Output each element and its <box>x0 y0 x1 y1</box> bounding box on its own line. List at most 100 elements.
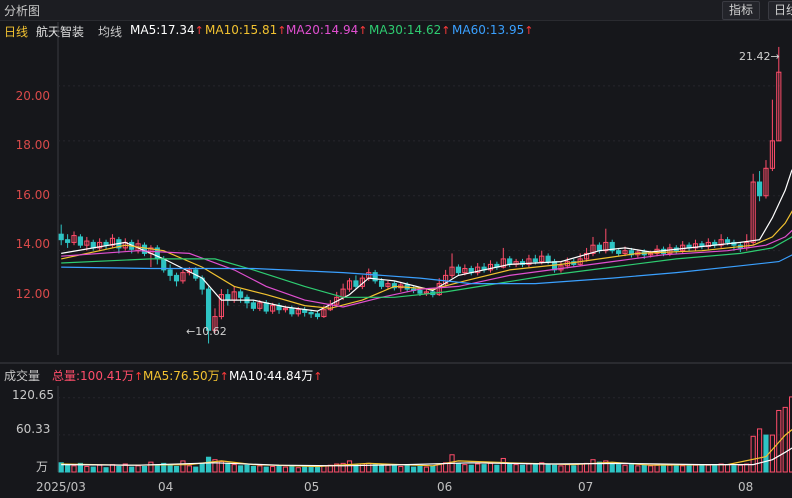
candle <box>71 231 77 246</box>
period-button[interactable]: 日线 <box>768 1 792 20</box>
volume-bar <box>539 462 545 473</box>
volume-bar <box>724 464 731 473</box>
candle <box>776 46 782 142</box>
volume-bar <box>167 464 173 473</box>
volume-bar <box>417 465 423 473</box>
volume-bar <box>584 462 590 473</box>
volume-bar <box>667 464 673 473</box>
candle <box>218 289 224 320</box>
volume-bar <box>564 464 570 473</box>
volume-bar <box>391 465 397 473</box>
candle-body <box>756 181 763 197</box>
candle <box>353 275 359 290</box>
candle-body <box>423 291 429 294</box>
candle <box>391 280 397 291</box>
candle-body <box>71 235 77 243</box>
volume-ma-lines <box>61 428 792 468</box>
panel-separator[interactable] <box>0 362 792 364</box>
volume-bar <box>776 409 782 473</box>
volume-bar <box>455 462 462 473</box>
low-annotation: ←10.62 <box>186 325 227 338</box>
volume-bar <box>346 460 353 473</box>
indicator-button[interactable]: 指标 <box>722 1 760 20</box>
volume-bar <box>744 463 750 473</box>
ma30-value: MA30:14.62↑ <box>369 23 451 37</box>
candle-body <box>308 311 314 315</box>
volume-bar <box>763 434 769 473</box>
candle <box>173 272 180 287</box>
volume-bar <box>680 465 686 473</box>
candle-body <box>455 266 462 274</box>
candle-body <box>500 258 506 268</box>
date-tick: 08 <box>738 480 754 494</box>
candle-body <box>385 283 391 287</box>
candle-body <box>372 272 378 282</box>
ma20-line <box>61 229 792 308</box>
volume-bar <box>161 462 167 473</box>
candle-body <box>603 241 609 252</box>
volume-bar <box>212 459 218 473</box>
candle-body <box>346 280 353 290</box>
candle-body <box>475 266 481 274</box>
volume-bar <box>109 464 116 473</box>
volume-bar <box>58 462 64 473</box>
candlestick-chart[interactable] <box>0 0 792 362</box>
candle-body <box>167 269 173 276</box>
date-axis: 2025/03 04 05 06 07 08 <box>0 478 792 498</box>
period-label: 日线 <box>4 25 29 39</box>
candle-body <box>353 280 359 287</box>
ma10-line <box>61 210 792 309</box>
price-tick-18: 18.00 <box>15 138 50 152</box>
candle-body <box>84 240 90 246</box>
candle <box>180 269 186 284</box>
volume-bar <box>97 464 103 473</box>
ma60-line <box>61 254 792 285</box>
candle <box>526 254 532 268</box>
price-legend: 日线 航天智装 均线 MA5:17.34↑ MA10:15.81↑ MA20:1… <box>0 22 792 40</box>
volume-bar <box>750 435 756 473</box>
candle <box>250 300 256 312</box>
volume-bar <box>782 406 788 473</box>
candle <box>58 224 64 246</box>
volume-bar <box>180 460 186 473</box>
candle <box>500 247 506 269</box>
candle-body <box>718 239 724 246</box>
candle-body <box>250 302 256 309</box>
volume-bar <box>769 434 775 473</box>
volume-bar <box>218 461 224 473</box>
candle-body <box>173 274 180 282</box>
volume-bar <box>289 465 295 473</box>
volume-bar <box>731 465 737 473</box>
price-tick-20: 20.00 <box>15 89 50 103</box>
candle-body <box>205 288 212 331</box>
candle-body <box>378 280 385 287</box>
volume-bar <box>282 466 289 473</box>
volume-bar <box>225 462 231 473</box>
candle <box>308 309 314 318</box>
volume-bar <box>263 466 269 473</box>
volume-bars <box>58 396 792 473</box>
volume-bar <box>314 466 321 473</box>
candle <box>692 239 699 251</box>
candle-body <box>321 309 327 318</box>
candle-body <box>750 181 756 243</box>
price-tick-16: 16.00 <box>15 188 50 202</box>
candle-body <box>97 241 103 249</box>
volume-bar <box>154 464 160 473</box>
volume-bar <box>193 466 199 473</box>
candle-body <box>609 241 615 252</box>
volume-bar <box>513 464 519 473</box>
candle-body <box>218 294 224 318</box>
ma10-value: MA10:15.81↑ <box>205 23 287 37</box>
candle <box>475 263 481 276</box>
candle-body <box>532 258 538 263</box>
volume-bar <box>628 464 635 473</box>
volume-bar <box>366 462 372 473</box>
ma60-value: MA60:13.95↑ <box>452 23 534 37</box>
candle-body <box>180 272 186 282</box>
candle-body <box>724 239 731 243</box>
volume-bar <box>65 464 71 473</box>
volume-bar <box>648 465 654 473</box>
volume-bar <box>430 465 436 473</box>
